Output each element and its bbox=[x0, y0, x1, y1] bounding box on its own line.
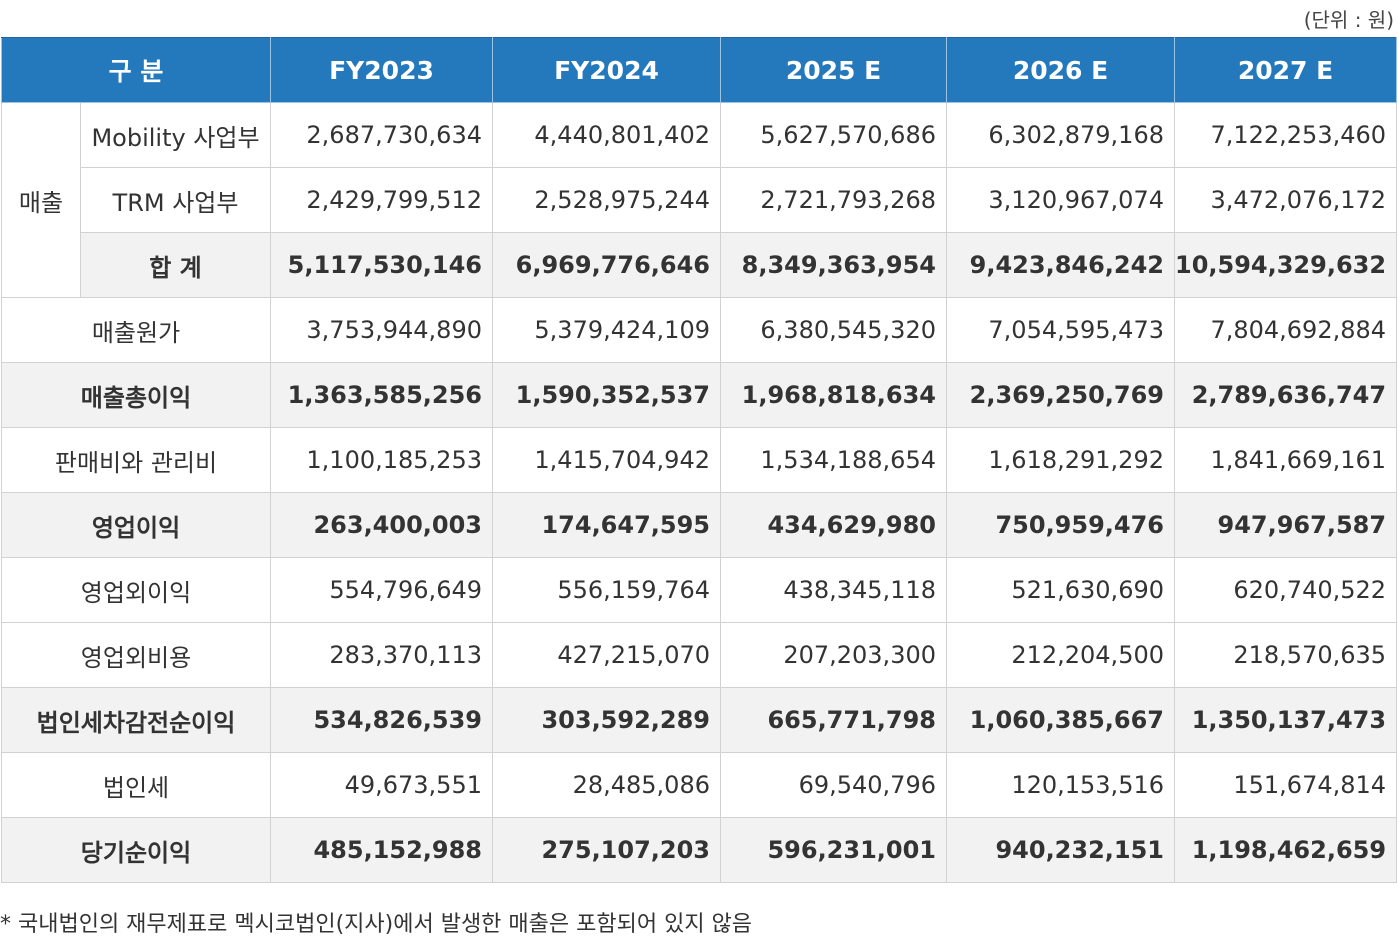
cell-value: 10,594,329,632 bbox=[1173, 232, 1398, 298]
row-label: TRM 사업부 bbox=[80, 167, 271, 233]
header-fy2024: FY2024 bbox=[492, 37, 721, 103]
cell-value: 120,153,516 bbox=[946, 752, 1175, 818]
cell-value: 207,203,300 bbox=[720, 622, 947, 688]
cell-value: 6,969,776,646 bbox=[492, 232, 721, 298]
cell-value: 665,771,798 bbox=[720, 687, 947, 753]
cell-value: 2,687,730,634 bbox=[270, 102, 493, 168]
row-label: 법인세차감전순이익 bbox=[1, 687, 271, 753]
row-label: 판매비와 관리비 bbox=[1, 427, 271, 493]
header-fy2023: FY2023 bbox=[270, 37, 493, 103]
sales-group-label: 매출 bbox=[1, 102, 81, 298]
cell-value: 8,349,363,954 bbox=[720, 232, 947, 298]
cell-value: 263,400,003 bbox=[270, 492, 493, 558]
cell-value: 521,630,690 bbox=[946, 557, 1175, 623]
table-row-trm: TRM 사업부 2,429,799,512 2,528,975,244 2,72… bbox=[2, 167, 1398, 233]
table-row: 매출총이익 1,363,585,256 1,590,352,537 1,968,… bbox=[1, 362, 1398, 428]
cell-value: 275,107,203 bbox=[492, 817, 721, 883]
cell-value: 434,629,980 bbox=[720, 492, 947, 558]
table-row: 매출원가 3,753,944,890 5,379,424,109 6,380,5… bbox=[1, 297, 1398, 363]
row-label: 당기순이익 bbox=[1, 817, 271, 883]
cell-value: 620,740,522 bbox=[1173, 557, 1398, 623]
cell-value: 5,379,424,109 bbox=[492, 297, 721, 363]
income-statement-table: 구 분 FY2023 FY2024 2025 E 2026 E 2027 E 매… bbox=[1, 37, 1398, 883]
cell-value: 947,967,587 bbox=[1173, 492, 1398, 558]
cell-value: 5,117,530,146 bbox=[270, 232, 493, 298]
cell-value: 1,968,818,634 bbox=[720, 362, 947, 428]
cell-value: 69,540,796 bbox=[720, 752, 947, 818]
cell-value: 4,440,801,402 bbox=[492, 102, 721, 168]
table-header-row: 구 분 FY2023 FY2024 2025 E 2026 E 2027 E bbox=[1, 37, 1398, 103]
cell-value: 940,232,151 bbox=[946, 817, 1175, 883]
cell-value: 212,204,500 bbox=[946, 622, 1175, 688]
cell-value: 1,100,185,253 bbox=[270, 427, 493, 493]
header-category: 구 분 bbox=[1, 37, 271, 103]
cell-value: 2,789,636,747 bbox=[1173, 362, 1398, 428]
table-row-mobility: 매출 Mobility 사업부 2,687,730,634 4,440,801,… bbox=[1, 102, 1398, 298]
table-row: 법인세 49,673,551 28,485,086 69,540,796 120… bbox=[1, 752, 1398, 818]
cell-value: 750,959,476 bbox=[946, 492, 1175, 558]
table-row: 법인세차감전순이익 534,826,539 303,592,289 665,77… bbox=[1, 687, 1398, 753]
cell-value: 2,429,799,512 bbox=[270, 167, 493, 233]
row-label: 영업이익 bbox=[1, 492, 271, 558]
cell-value: 303,592,289 bbox=[492, 687, 721, 753]
cell-value: 3,120,967,074 bbox=[946, 167, 1175, 233]
cell-value: 1,415,704,942 bbox=[492, 427, 721, 493]
cell-value: 3,753,944,890 bbox=[270, 297, 493, 363]
cell-value: 7,054,595,473 bbox=[946, 297, 1175, 363]
cell-value: 1,590,352,537 bbox=[492, 362, 721, 428]
cell-value: 596,231,001 bbox=[720, 817, 947, 883]
cell-value: 1,350,137,473 bbox=[1173, 687, 1398, 753]
cell-value: 9,423,846,242 bbox=[946, 232, 1175, 298]
cell-value: 438,345,118 bbox=[720, 557, 947, 623]
header-2025e: 2025 E bbox=[720, 37, 947, 103]
cell-value: 6,380,545,320 bbox=[720, 297, 947, 363]
row-label: Mobility 사업부 bbox=[80, 102, 271, 168]
table-row-sales-total: 합 계 5,117,530,146 6,969,776,646 8,349,36… bbox=[2, 232, 1398, 298]
cell-value: 554,796,649 bbox=[270, 557, 493, 623]
cell-value: 6,302,879,168 bbox=[946, 102, 1175, 168]
cell-value: 3,472,076,172 bbox=[1173, 167, 1398, 233]
table-row: 영업외이익 554,796,649 556,159,764 438,345,11… bbox=[1, 557, 1398, 623]
cell-value: 1,534,188,654 bbox=[720, 427, 947, 493]
unit-label: (단위 : 원) bbox=[1303, 8, 1394, 32]
cell-value: 28,485,086 bbox=[492, 752, 721, 818]
cell-value: 2,528,975,244 bbox=[492, 167, 721, 233]
cell-value: 49,673,551 bbox=[270, 752, 493, 818]
row-label: 합 계 bbox=[80, 232, 271, 298]
row-label: 법인세 bbox=[1, 752, 271, 818]
header-2026e: 2026 E bbox=[946, 37, 1175, 103]
footnote: * 국내법인의 재무제표로 멕시코법인(지사)에서 발생한 매출은 포함되어 있… bbox=[0, 912, 753, 937]
cell-value: 2,721,793,268 bbox=[720, 167, 947, 233]
cell-value: 218,570,635 bbox=[1173, 622, 1398, 688]
cell-value: 427,215,070 bbox=[492, 622, 721, 688]
cell-value: 5,627,570,686 bbox=[720, 102, 947, 168]
header-2027e: 2027 E bbox=[1173, 37, 1398, 103]
cell-value: 1,618,291,292 bbox=[946, 427, 1175, 493]
cell-value: 485,152,988 bbox=[270, 817, 493, 883]
cell-value: 7,122,253,460 bbox=[1173, 102, 1398, 168]
table-row: 당기순이익 485,152,988 275,107,203 596,231,00… bbox=[1, 817, 1398, 883]
cell-value: 174,647,595 bbox=[492, 492, 721, 558]
row-label: 영업외이익 bbox=[1, 557, 271, 623]
cell-value: 1,363,585,256 bbox=[270, 362, 493, 428]
cell-value: 2,369,250,769 bbox=[946, 362, 1175, 428]
cell-value: 1,841,669,161 bbox=[1173, 427, 1398, 493]
table-row: 영업이익 263,400,003 174,647,595 434,629,980… bbox=[1, 492, 1398, 558]
cell-value: 7,804,692,884 bbox=[1173, 297, 1398, 363]
row-label: 매출총이익 bbox=[1, 362, 271, 428]
row-label: 영업외비용 bbox=[1, 622, 271, 688]
cell-value: 1,198,462,659 bbox=[1173, 817, 1398, 883]
cell-value: 283,370,113 bbox=[270, 622, 493, 688]
cell-value: 556,159,764 bbox=[492, 557, 721, 623]
table-row: 판매비와 관리비 1,100,185,253 1,415,704,942 1,5… bbox=[1, 427, 1398, 493]
cell-value: 1,060,385,667 bbox=[946, 687, 1175, 753]
cell-value: 534,826,539 bbox=[270, 687, 493, 753]
table-row: 영업외비용 283,370,113 427,215,070 207,203,30… bbox=[1, 622, 1398, 688]
row-label: 매출원가 bbox=[1, 297, 271, 363]
cell-value: 151,674,814 bbox=[1173, 752, 1398, 818]
